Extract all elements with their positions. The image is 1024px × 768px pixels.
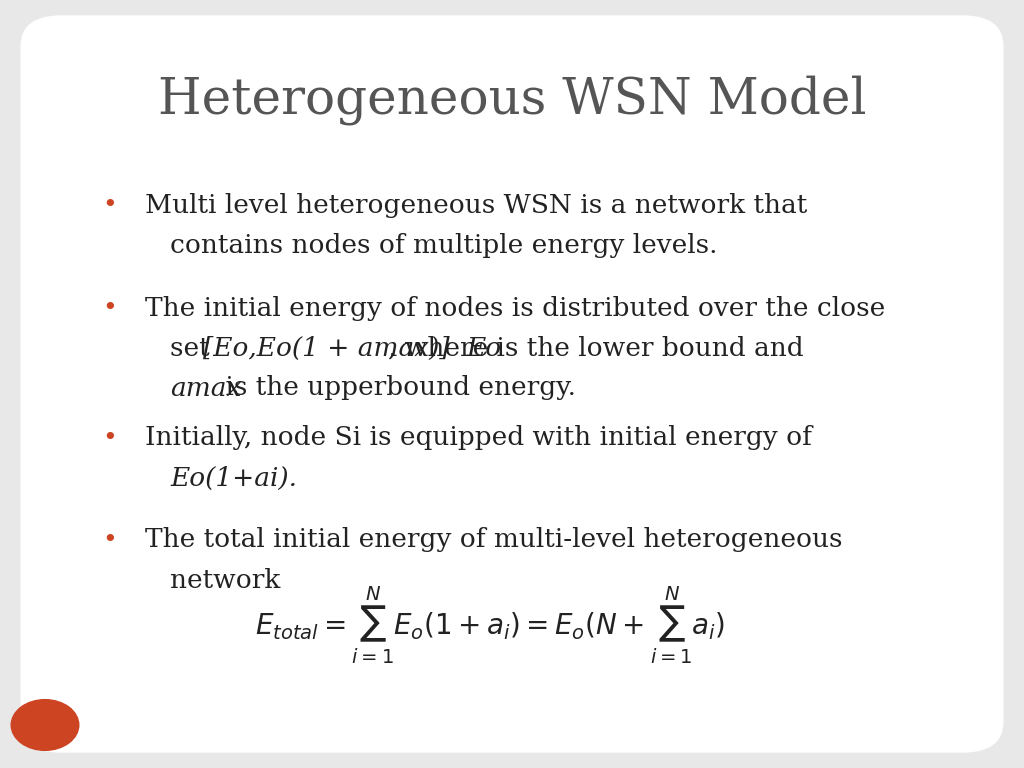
Text: 13: 13 — [31, 715, 59, 735]
Text: contains nodes of multiple energy levels.: contains nodes of multiple energy levels… — [170, 233, 718, 257]
Text: Multi level heterogeneous WSN is a network that: Multi level heterogeneous WSN is a netwo… — [145, 193, 807, 217]
Text: The initial energy of nodes is distributed over the close: The initial energy of nodes is distribut… — [145, 296, 886, 320]
Text: •: • — [102, 426, 118, 450]
Text: amax: amax — [170, 376, 242, 400]
Text: •: • — [102, 193, 118, 217]
Text: is the upperbound energy.: is the upperbound energy. — [217, 376, 575, 400]
Text: Heterogeneous WSN Model: Heterogeneous WSN Model — [158, 75, 866, 125]
Text: [Eo,Eo(1 + amax)]: [Eo,Eo(1 + amax)] — [203, 336, 450, 360]
Text: Eo: Eo — [466, 336, 501, 360]
Text: •: • — [102, 296, 118, 320]
Text: set: set — [170, 336, 218, 360]
Text: , where: , where — [388, 336, 497, 360]
Text: $E_{total} = \sum_{i=1}^{N} E_o(1 + a_i) = E_o(N + \sum_{i=1}^{N} a_i)$: $E_{total} = \sum_{i=1}^{N} E_o(1 + a_i)… — [255, 584, 725, 666]
Text: •: • — [102, 528, 118, 552]
Text: is the lower bound and: is the lower bound and — [488, 336, 804, 360]
Text: Initially, node Si is equipped with initial energy of: Initially, node Si is equipped with init… — [145, 425, 812, 451]
Text: The total initial energy of multi-level heterogeneous: The total initial energy of multi-level … — [145, 528, 843, 552]
Text: network: network — [170, 568, 281, 592]
Text: Eo(1+ai).: Eo(1+ai). — [170, 465, 297, 491]
